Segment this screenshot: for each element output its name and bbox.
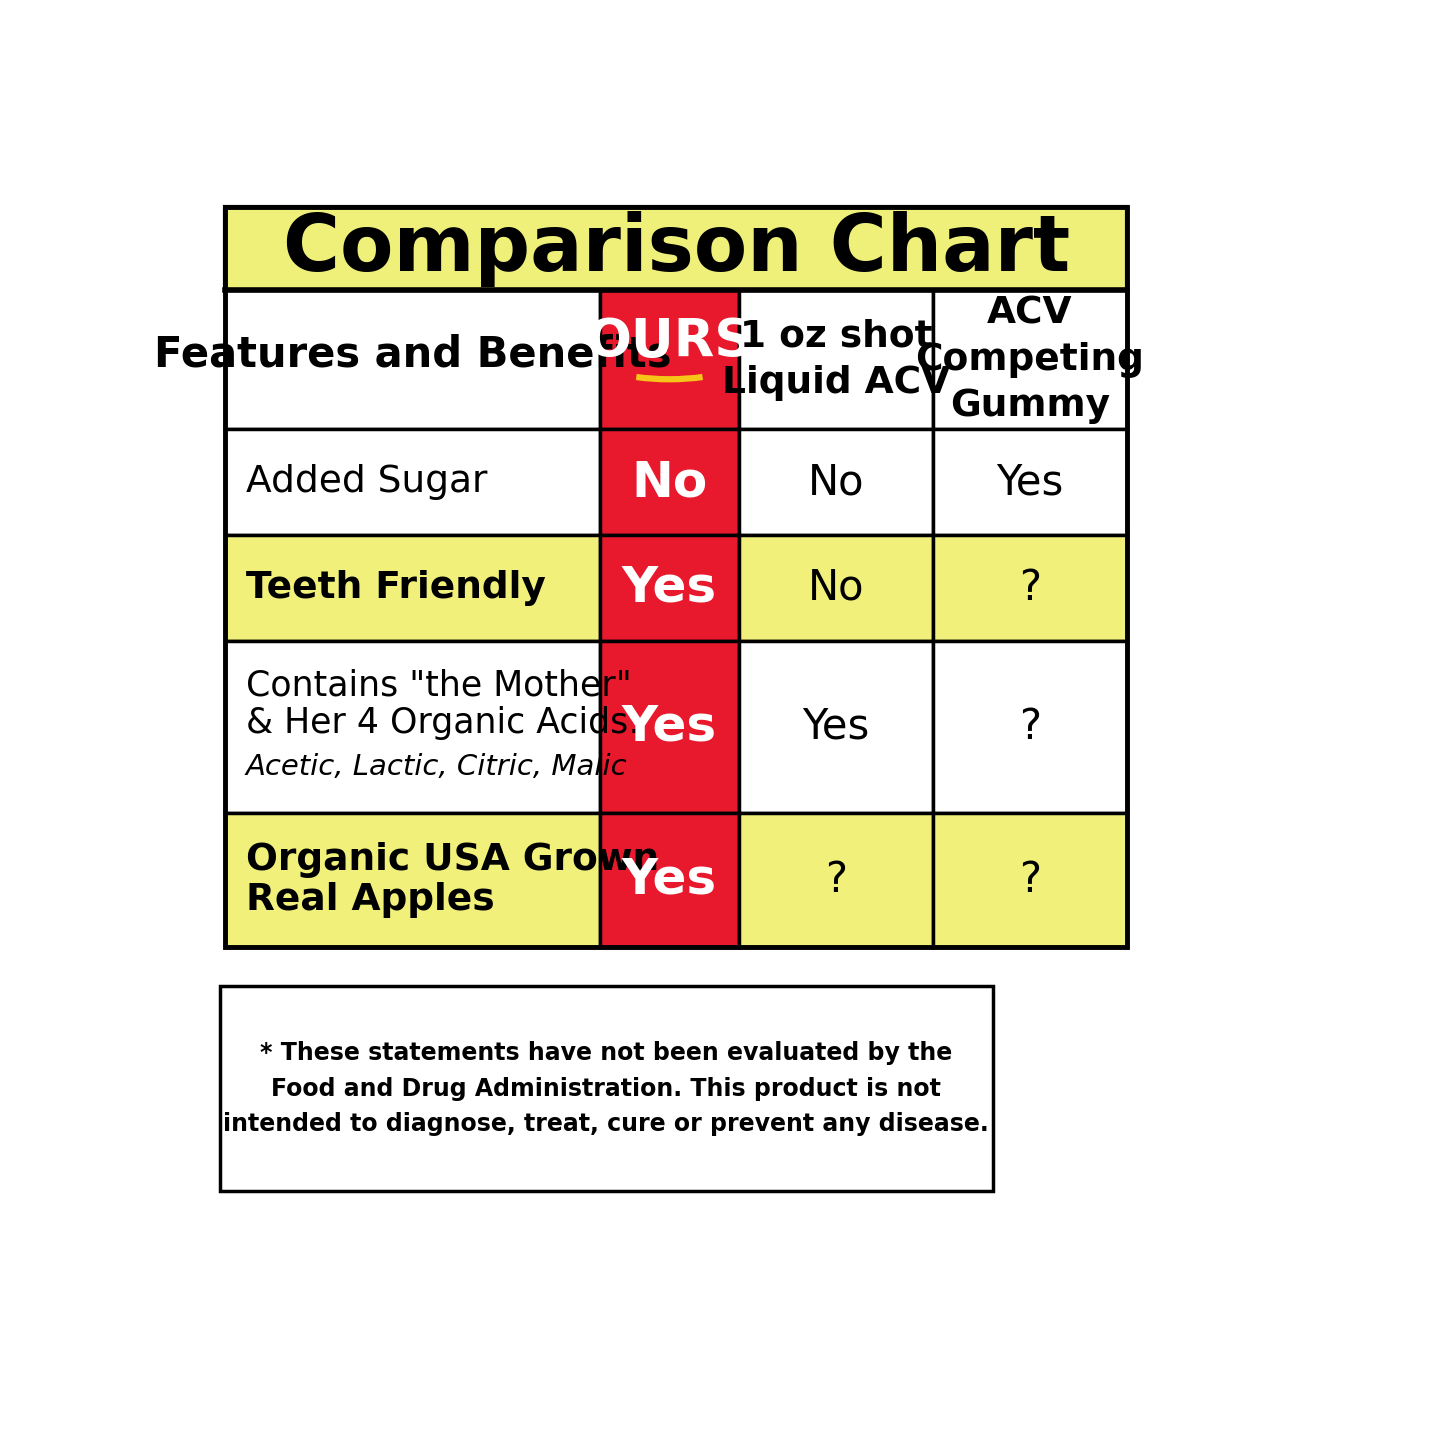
Text: * These statements have not been evaluated by the
Food and Drug Administration. : * These statements have not been evaluat…	[224, 1042, 988, 1136]
FancyBboxPatch shape	[225, 207, 1127, 290]
FancyBboxPatch shape	[933, 640, 1127, 814]
FancyBboxPatch shape	[225, 429, 600, 535]
Text: Added Sugar: Added Sugar	[246, 464, 487, 500]
FancyBboxPatch shape	[933, 814, 1127, 946]
Text: ?: ?	[825, 858, 847, 900]
Text: Acetic, Lactic, Citric, Malic: Acetic, Lactic, Citric, Malic	[246, 753, 627, 780]
Text: ACV
Competing
Gummy: ACV Competing Gummy	[916, 296, 1144, 423]
FancyBboxPatch shape	[600, 535, 740, 640]
FancyBboxPatch shape	[740, 429, 933, 535]
FancyBboxPatch shape	[600, 290, 740, 429]
Text: Organic USA Grown: Organic USA Grown	[246, 842, 659, 879]
Text: ?: ?	[1019, 858, 1040, 900]
FancyBboxPatch shape	[225, 640, 600, 814]
Text: Comparison Chart: Comparison Chart	[283, 211, 1069, 286]
Text: OURS: OURS	[587, 315, 753, 367]
Text: & Her 4 Organic Acids:: & Her 4 Organic Acids:	[246, 707, 640, 740]
Text: Yes: Yes	[802, 707, 870, 749]
FancyBboxPatch shape	[600, 814, 740, 946]
Text: 1 oz shot
Liquid ACV: 1 oz shot Liquid ACV	[722, 319, 951, 400]
Text: Real Apples: Real Apples	[246, 881, 494, 918]
FancyBboxPatch shape	[740, 535, 933, 640]
Text: Yes: Yes	[621, 855, 717, 905]
Text: Yes: Yes	[621, 702, 717, 751]
Text: No: No	[631, 458, 708, 506]
Text: Yes: Yes	[621, 564, 717, 611]
FancyBboxPatch shape	[600, 640, 740, 814]
FancyBboxPatch shape	[740, 290, 933, 429]
FancyBboxPatch shape	[220, 985, 993, 1192]
FancyBboxPatch shape	[225, 290, 600, 429]
Text: No: No	[808, 461, 864, 503]
FancyBboxPatch shape	[740, 640, 933, 814]
FancyBboxPatch shape	[933, 535, 1127, 640]
FancyBboxPatch shape	[740, 814, 933, 946]
Text: Features and Benefits: Features and Benefits	[153, 334, 672, 376]
FancyBboxPatch shape	[225, 814, 600, 946]
Text: Contains "the Mother": Contains "the Mother"	[246, 669, 631, 702]
FancyBboxPatch shape	[225, 535, 600, 640]
Text: ?: ?	[1019, 707, 1040, 749]
FancyBboxPatch shape	[600, 429, 740, 535]
Text: Teeth Friendly: Teeth Friendly	[246, 569, 545, 605]
FancyBboxPatch shape	[933, 290, 1127, 429]
Text: No: No	[808, 566, 864, 608]
Text: ?: ?	[1019, 566, 1040, 608]
FancyBboxPatch shape	[933, 429, 1127, 535]
Text: Yes: Yes	[997, 461, 1064, 503]
